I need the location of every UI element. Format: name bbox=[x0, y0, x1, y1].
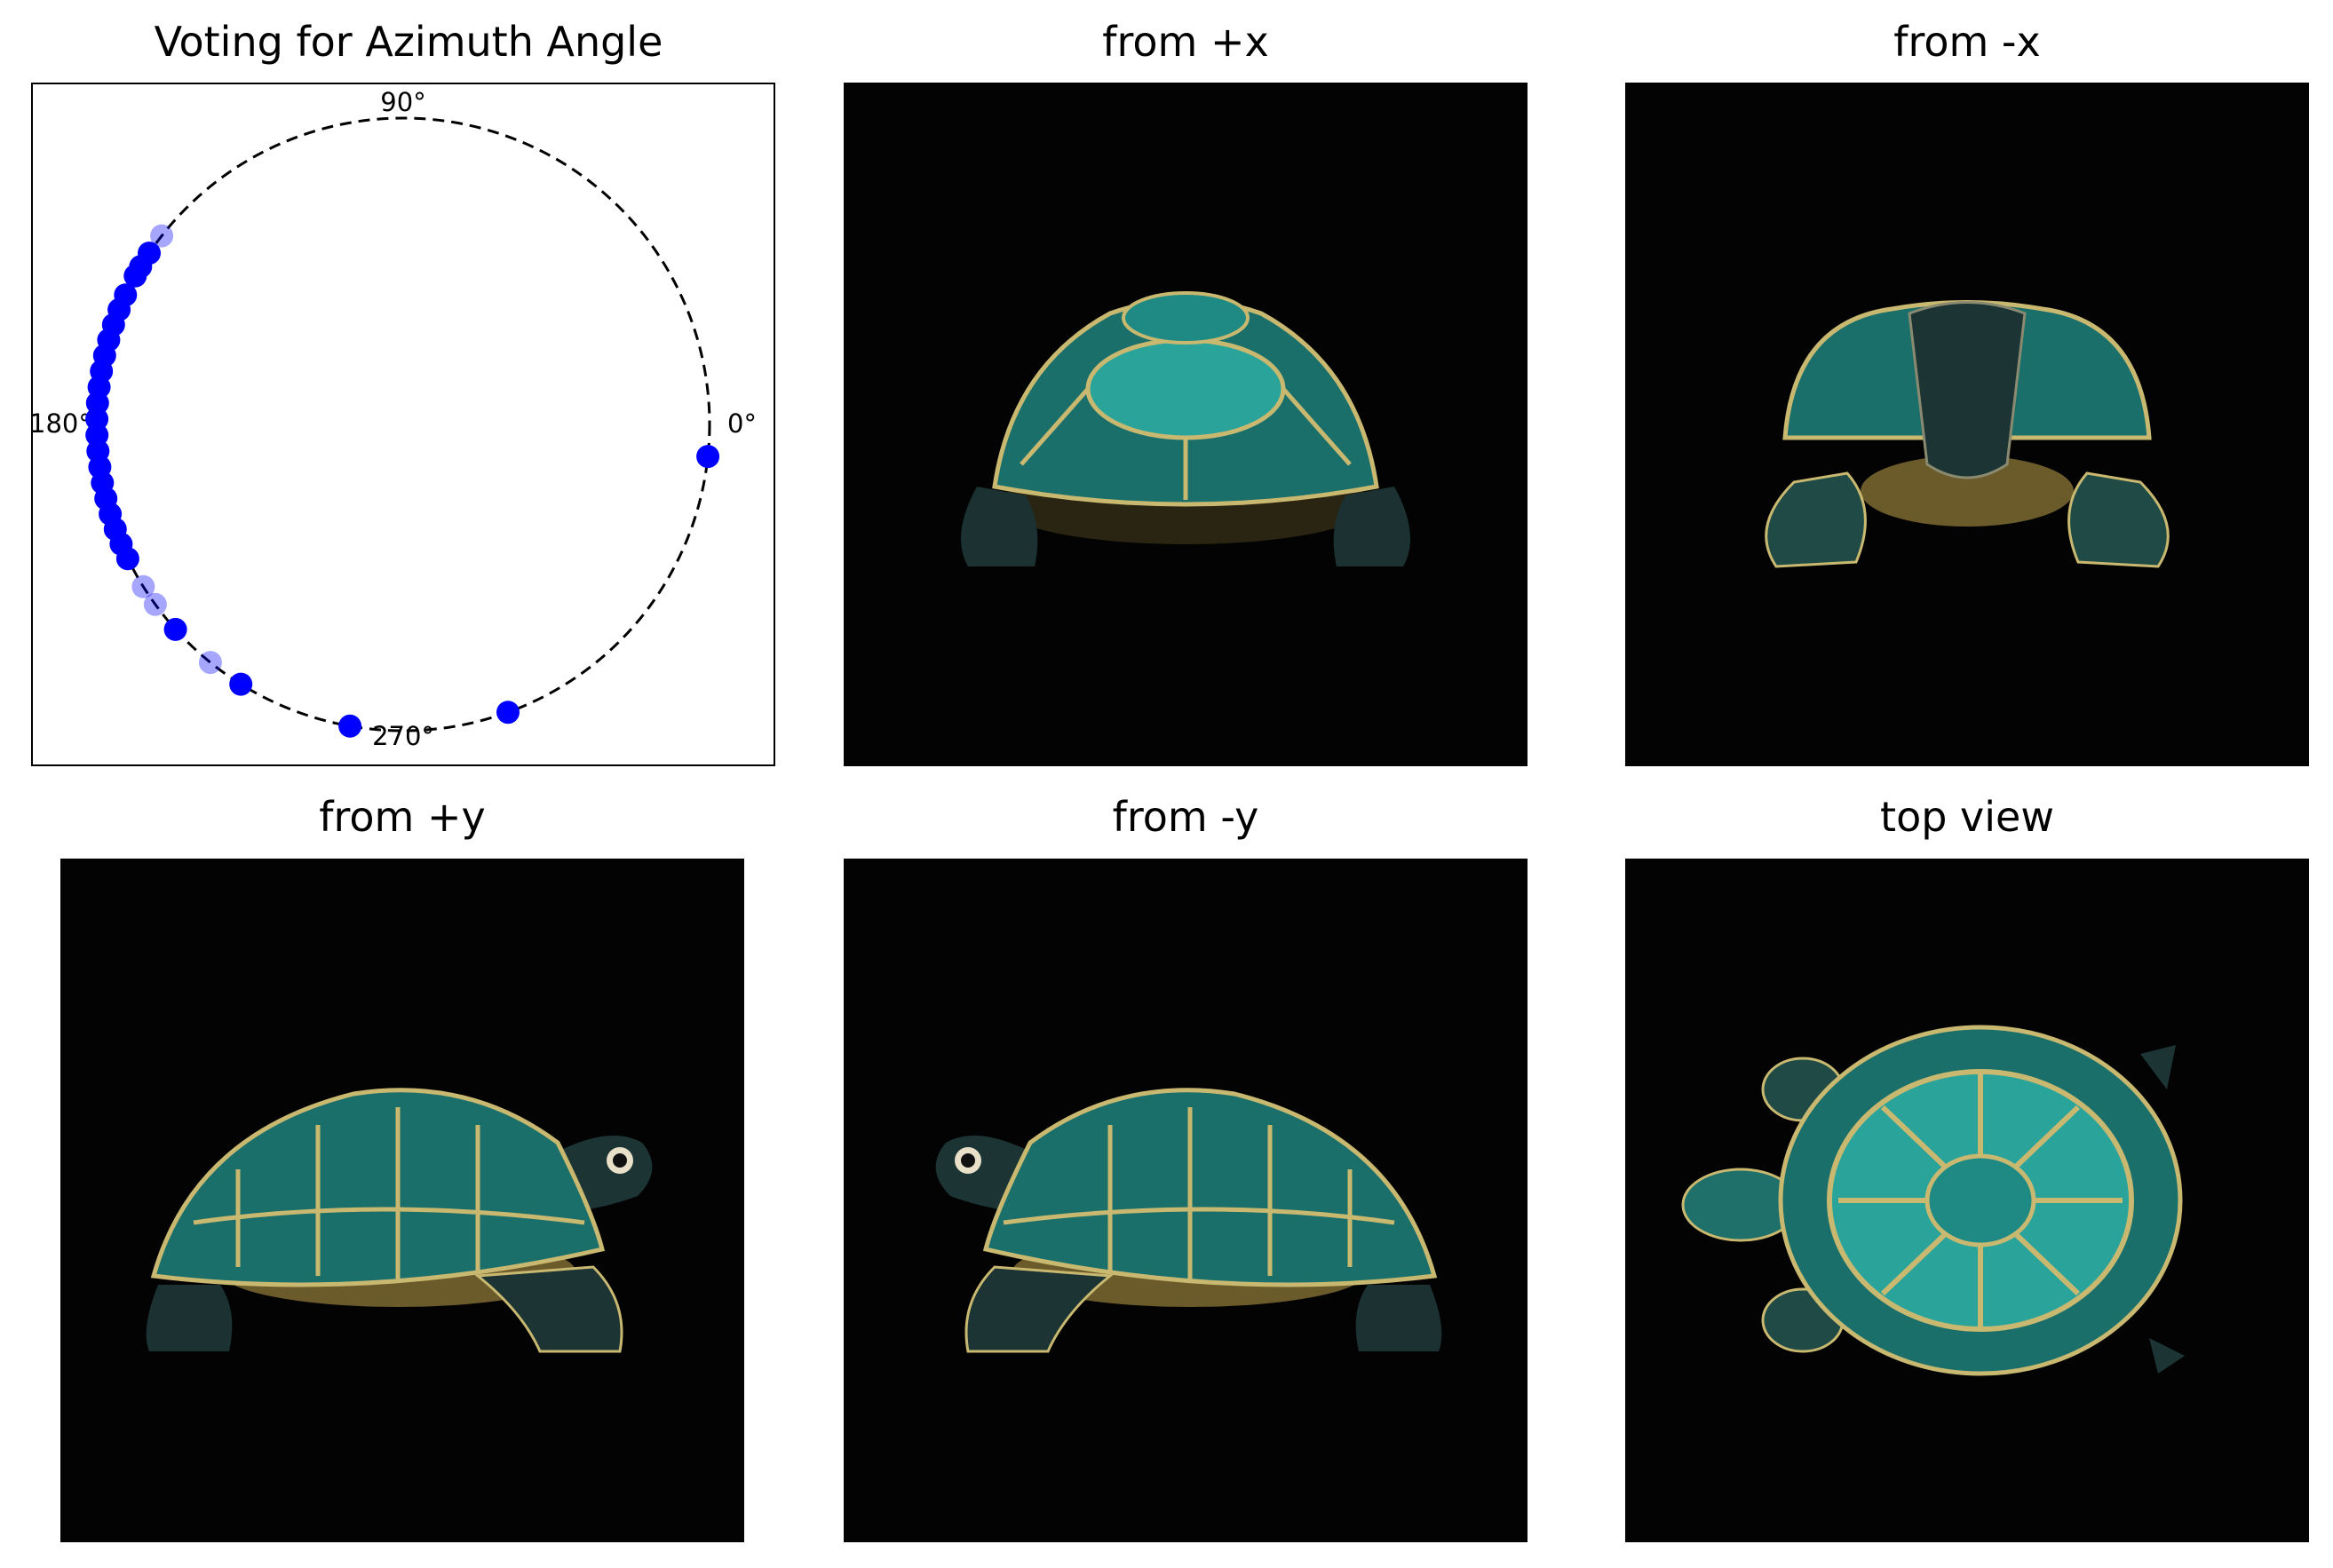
vote-point-12 bbox=[85, 408, 109, 431]
turtle-top-view-image bbox=[1681, 1025, 2185, 1376]
view-from-minus-x bbox=[1625, 83, 2309, 766]
from-minus-x-title: from -x bbox=[1893, 18, 2041, 66]
view-from-plus-x bbox=[844, 83, 1528, 766]
azimuth-vote-plot: 0° 90° 180° 270° bbox=[33, 87, 757, 751]
vote-point-21 bbox=[115, 547, 139, 571]
azimuth-vote-title: Voting for Azimuth Angle bbox=[154, 18, 663, 66]
tick-label-270: 270° bbox=[372, 721, 434, 751]
view-from-minus-y bbox=[844, 859, 1528, 1542]
from-plus-y-title: from +y bbox=[319, 793, 486, 841]
view-from-plus-y bbox=[60, 859, 744, 1542]
vote-point-0 bbox=[150, 224, 174, 248]
vote-point-3 bbox=[123, 264, 147, 288]
turtle-side-view-left-image bbox=[935, 1088, 1442, 1353]
azimuth-circle bbox=[95, 116, 711, 733]
turtle-side-view-right-image bbox=[146, 1088, 653, 1353]
tick-label-0: 0° bbox=[727, 408, 757, 439]
vote-point-25 bbox=[198, 651, 222, 675]
turtle-front-view-image bbox=[1765, 300, 2170, 568]
vote-points bbox=[85, 224, 720, 738]
vote-point-22 bbox=[131, 574, 155, 598]
vote-point-29 bbox=[696, 445, 720, 469]
view-top bbox=[1625, 859, 2309, 1542]
tick-label-90: 90° bbox=[380, 87, 425, 117]
top-view-title: top view bbox=[1880, 793, 2054, 841]
azimuth-vote-chart: 0° 90° 180° 270° bbox=[31, 83, 775, 766]
vote-point-23 bbox=[143, 592, 167, 616]
vote-point-28 bbox=[496, 701, 520, 725]
from-minus-y-title: from -y bbox=[1112, 793, 1259, 841]
vote-point-27 bbox=[338, 714, 362, 738]
from-plus-x-title: from +x bbox=[1102, 18, 1269, 66]
vote-point-24 bbox=[163, 617, 187, 641]
tick-label-180: 180° bbox=[33, 408, 91, 439]
vote-point-26 bbox=[229, 672, 253, 696]
turtle-rear-view-image bbox=[961, 291, 1410, 566]
